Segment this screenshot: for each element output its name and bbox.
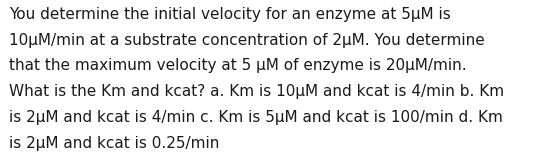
Text: You determine the initial velocity for an enzyme at 5μM is: You determine the initial velocity for a… xyxy=(9,7,451,22)
Text: is 2μM and kcat is 0.25/min: is 2μM and kcat is 0.25/min xyxy=(9,136,219,151)
Text: What is the Km and kcat? a. Km is 10μM and kcat is 4/min b. Km: What is the Km and kcat? a. Km is 10μM a… xyxy=(9,84,504,99)
Text: that the maximum velocity at 5 μM of enzyme is 20μM/min.: that the maximum velocity at 5 μM of enz… xyxy=(9,58,466,73)
Text: is 2μM and kcat is 4/min c. Km is 5μM and kcat is 100/min d. Km: is 2μM and kcat is 4/min c. Km is 5μM an… xyxy=(9,110,503,125)
Text: 10μM/min at a substrate concentration of 2μM. You determine: 10μM/min at a substrate concentration of… xyxy=(9,33,485,48)
